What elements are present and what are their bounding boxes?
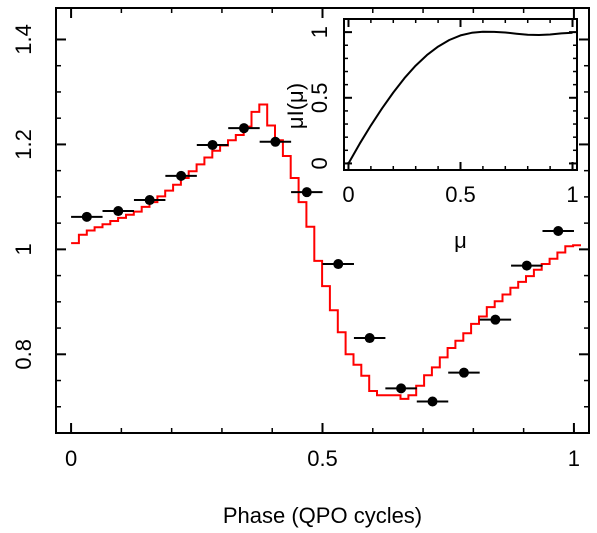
data-point [291, 187, 323, 198]
y-tick-label: 1.2 [11, 129, 36, 160]
data-marker [364, 333, 375, 344]
data-point [196, 139, 229, 150]
data-point [385, 383, 417, 394]
data-marker [458, 367, 469, 378]
data-point [165, 170, 197, 181]
data-point [353, 333, 386, 344]
main-axis-ticks: 0 0.5 1 0.8 1 1.2 1.4 [11, 8, 589, 471]
inset-x-tick-label: 1 [566, 182, 578, 207]
main-plot: 0 0.5 1 0.8 1 1.2 1.4 Phase (QPO cycles) [11, 7, 590, 528]
x-tick-label: 0.5 [307, 446, 338, 471]
inset-background [344, 19, 577, 170]
data-point [133, 195, 166, 206]
model-step-series [71, 103, 581, 400]
data-point [448, 367, 480, 378]
inset-plot: 0 0.5 1 0 0.5 1 μ μI(μ) [283, 18, 579, 253]
inset-y-axis-label: μI(μ) [283, 83, 308, 129]
data-marker [333, 259, 344, 270]
data-point [322, 259, 354, 270]
data-marker [176, 170, 187, 181]
data-point [71, 211, 103, 222]
data-marker [270, 136, 281, 147]
inset-y-tick-label: 1 [307, 26, 332, 38]
inset-x-tick-label: 0.5 [445, 182, 476, 207]
main-x-axis-label: Phase (QPO cycles) [223, 503, 422, 528]
inset-curve [347, 30, 573, 164]
inset-curve-series [347, 30, 573, 164]
y-tick-label: 1 [11, 243, 36, 255]
inset-plot-frame [343, 18, 578, 171]
data-marker [113, 206, 124, 217]
data-point [102, 206, 134, 217]
data-point [542, 225, 574, 236]
data-marker [81, 211, 92, 222]
inset-y-tick-label: 0 [307, 157, 332, 169]
data-marker [427, 396, 438, 407]
x-tick-label: 0 [65, 446, 77, 471]
data-point [511, 260, 543, 271]
data-point [259, 136, 292, 147]
inset-x-tick-label: 0 [342, 182, 354, 207]
main-plot-frame [55, 7, 590, 434]
data-marker [238, 123, 249, 134]
data-marker [207, 139, 218, 150]
x-tick-label: 1 [568, 446, 580, 471]
inset-x-axis-label: μ [454, 228, 467, 253]
data-point [479, 314, 512, 325]
model-step-line [71, 103, 581, 400]
data-marker [144, 195, 155, 206]
data-marker [301, 187, 312, 198]
data-marker [521, 260, 532, 271]
y-tick-label: 0.8 [11, 339, 36, 370]
data-marker [396, 383, 407, 394]
data-point [416, 396, 449, 407]
inset-y-tick-label: 0.5 [307, 82, 332, 113]
y-tick-label: 1.4 [11, 24, 36, 55]
data-point [228, 123, 260, 134]
data-marker [490, 314, 501, 325]
data-points-series [71, 123, 574, 407]
data-marker [553, 225, 564, 236]
